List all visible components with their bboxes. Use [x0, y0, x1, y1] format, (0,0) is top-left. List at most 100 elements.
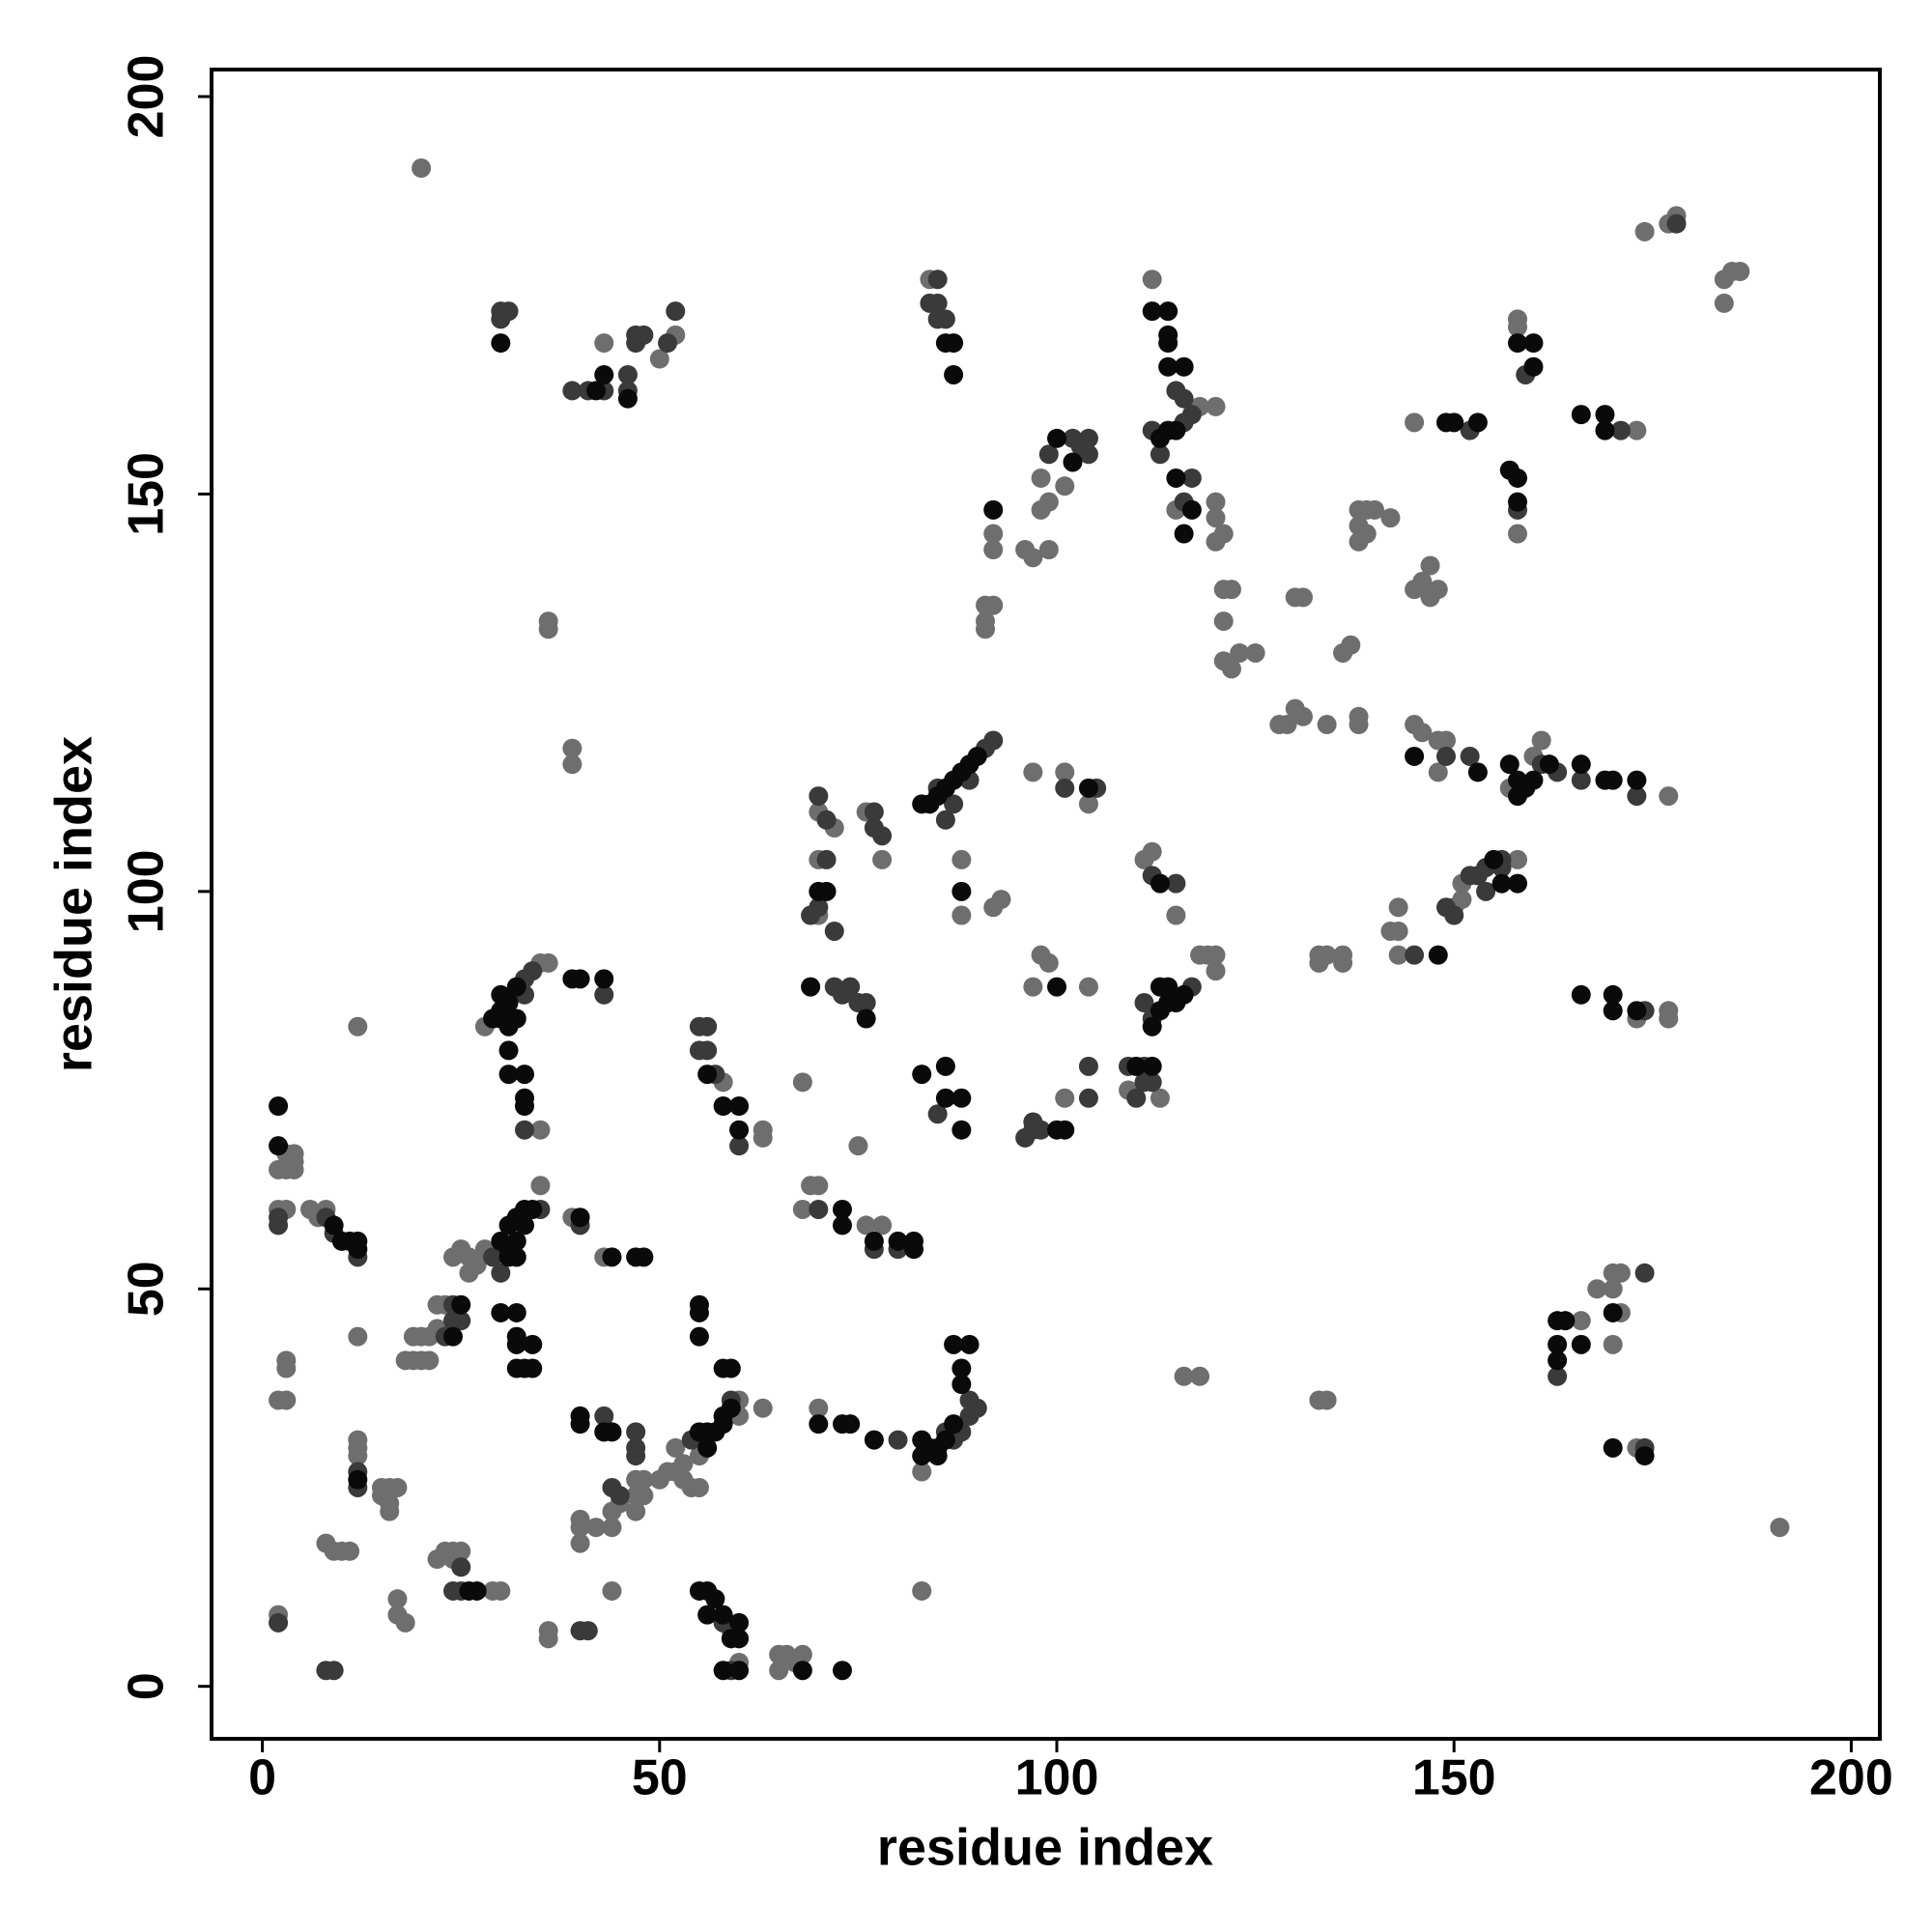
scatter-point — [1015, 1127, 1036, 1148]
scatter-point — [912, 1065, 932, 1085]
scatter-point — [1603, 984, 1623, 1005]
scatter-point — [697, 1605, 718, 1625]
scatter-point — [1507, 333, 1527, 354]
scatter-point — [927, 293, 948, 313]
scatter-point — [380, 1501, 400, 1521]
scatter-point — [689, 1302, 709, 1322]
scatter-point — [713, 1605, 733, 1625]
scatter-point — [1134, 993, 1154, 1013]
scatter-point — [1523, 356, 1544, 377]
scatter-point — [809, 1176, 829, 1196]
scatter-point — [753, 1398, 773, 1418]
scatter-point — [1174, 388, 1194, 409]
scatter-point — [713, 1661, 733, 1681]
scatter-point — [832, 1215, 852, 1236]
scatter-point — [1548, 1334, 1568, 1354]
scatter-point — [1158, 356, 1179, 377]
scatter-point — [1166, 905, 1186, 925]
scatter-point — [1174, 1366, 1194, 1386]
scatter-point — [1634, 221, 1655, 242]
scatter-point — [1078, 428, 1098, 448]
scatter-point — [705, 1589, 725, 1609]
scatter-point — [935, 1088, 955, 1108]
scatter-point — [666, 301, 686, 322]
scatter-point — [952, 881, 972, 901]
scatter-point — [1610, 420, 1631, 440]
scatter-point — [1206, 396, 1226, 416]
scatter-point — [634, 1247, 654, 1267]
scatter-point — [276, 1358, 297, 1378]
scatter-point — [935, 810, 955, 830]
scatter-point — [348, 1469, 368, 1490]
scatter-point — [649, 349, 669, 369]
scatter-point — [371, 1486, 391, 1506]
scatter-point — [538, 952, 558, 973]
scatter-point — [1221, 659, 1241, 679]
scatter-point — [626, 1446, 646, 1466]
y-tick-label: 0 — [119, 1672, 175, 1700]
scatter-point — [586, 1518, 607, 1538]
scatter-point — [1230, 642, 1250, 663]
scatter-point — [1309, 952, 1329, 973]
scatter-point — [491, 984, 511, 1005]
scatter-point — [1023, 977, 1043, 997]
scatter-point — [1038, 444, 1059, 465]
scatter-point — [927, 1104, 948, 1124]
scatter-point — [1435, 730, 1456, 751]
scatter-point — [1206, 531, 1226, 552]
scatter-point — [729, 1629, 750, 1649]
scatter-point — [1460, 746, 1480, 766]
scatter-point — [983, 499, 1004, 520]
scatter-point — [1484, 849, 1504, 869]
scatter-point — [1078, 1088, 1098, 1108]
scatter-point — [1078, 794, 1098, 814]
scatter-point — [959, 1390, 980, 1410]
scatter-point — [276, 1390, 297, 1410]
scatter-point — [1150, 444, 1170, 465]
scatter-point — [538, 1629, 558, 1649]
scatter-point — [1078, 778, 1098, 798]
scatter-point — [983, 595, 1004, 615]
scatter-point — [1523, 333, 1544, 354]
scatter-point — [1047, 1120, 1067, 1140]
scatter-point — [348, 1239, 368, 1260]
scatter-point — [952, 849, 972, 869]
scatter-point — [713, 1096, 733, 1117]
scatter-point — [498, 1040, 519, 1061]
scatter-point — [816, 881, 837, 901]
scatter-point — [1206, 961, 1226, 981]
scatter-point — [570, 1533, 590, 1553]
scatter-point — [269, 1136, 289, 1156]
scatter-point — [1444, 905, 1464, 925]
scatter-point — [697, 1065, 718, 1085]
scatter-point — [1603, 1437, 1623, 1458]
scatter-point — [864, 1231, 884, 1251]
scatter-point — [952, 1358, 972, 1378]
scatter-point — [523, 961, 543, 981]
scatter-point — [1055, 778, 1075, 798]
scatter-point — [1317, 715, 1337, 735]
scatter-point — [515, 1065, 535, 1085]
scatter-point — [1467, 762, 1488, 782]
scatter-point — [912, 1462, 932, 1482]
scatter-point — [1055, 476, 1075, 497]
scatter-point — [538, 619, 558, 639]
scatter-point — [1412, 723, 1433, 743]
scatter-point — [944, 364, 964, 384]
scatter-point — [1571, 984, 1591, 1005]
scatter-point — [1166, 468, 1186, 488]
scatter-point — [1412, 571, 1433, 591]
scatter-point — [1405, 412, 1425, 433]
scatter-point — [412, 158, 432, 179]
scatter-point — [1492, 873, 1512, 894]
scatter-point — [1627, 786, 1647, 807]
scatter-point — [634, 325, 654, 345]
scatter-point — [348, 1326, 368, 1347]
scatter-point — [689, 1326, 709, 1347]
scatter-point — [1714, 293, 1734, 313]
scatter-point — [1206, 492, 1226, 512]
y-tick-label: 150 — [119, 452, 175, 536]
scatter-point — [1428, 945, 1448, 965]
